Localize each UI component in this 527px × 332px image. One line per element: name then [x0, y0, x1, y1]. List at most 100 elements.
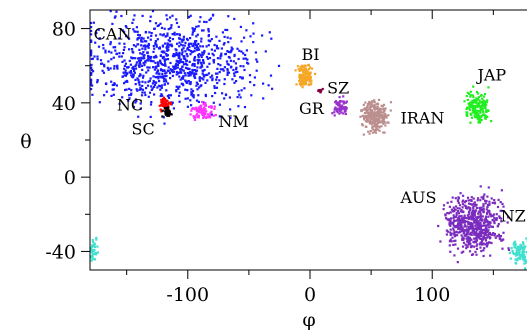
data-point: [335, 102, 338, 105]
data-point: [456, 234, 459, 237]
data-point: [384, 124, 387, 127]
data-point: [471, 253, 475, 256]
data-point: [110, 58, 113, 61]
data-point: [208, 18, 211, 22]
data-point: [197, 108, 200, 111]
data-point: [476, 106, 479, 109]
data-point: [489, 214, 493, 217]
data-point: [233, 72, 236, 75]
data-point: [171, 38, 174, 41]
data-point: [471, 105, 474, 108]
data-point: [223, 35, 226, 38]
data-point: [460, 209, 463, 212]
data-point: [239, 76, 242, 79]
data-point: [96, 79, 99, 82]
data-point: [502, 238, 505, 241]
data-point: [452, 243, 455, 246]
data-point: [223, 66, 226, 69]
data-point: [476, 92, 480, 95]
data-point: [245, 49, 248, 52]
data-point: [457, 223, 460, 226]
data-point: [468, 240, 471, 243]
data-point: [303, 81, 306, 84]
data-point: [157, 63, 160, 66]
data-point: [130, 74, 133, 77]
data-point: [512, 243, 515, 246]
data-point: [375, 119, 378, 123]
data-point: [309, 66, 312, 69]
data-point: [479, 211, 482, 214]
data-point: [483, 222, 486, 225]
data-point: [151, 10, 155, 13]
data-point: [522, 241, 525, 244]
data-point: [199, 54, 202, 57]
data-point: [101, 62, 104, 65]
data-point: [115, 52, 118, 55]
data-point: [473, 237, 476, 240]
data-point: [205, 110, 208, 113]
data-point: [376, 111, 379, 114]
data-point: [498, 216, 501, 219]
data-point: [229, 66, 233, 69]
data-point: [172, 70, 175, 74]
data-point: [90, 21, 93, 25]
data-point: [182, 39, 185, 42]
data-point: [482, 254, 485, 258]
data-point: [240, 89, 243, 92]
data-point: [474, 116, 477, 119]
data-point: [462, 241, 465, 244]
data-point: [479, 109, 482, 113]
data-point: [475, 233, 478, 236]
data-point: [303, 74, 306, 77]
data-point: [146, 84, 150, 87]
data-point: [471, 224, 474, 227]
data-point: [298, 73, 301, 76]
data-point: [120, 55, 123, 58]
data-point: [156, 86, 159, 89]
data-point: [90, 81, 93, 84]
data-point: [450, 240, 453, 243]
data-point: [466, 106, 469, 109]
data-point: [160, 100, 163, 104]
data-point: [123, 30, 126, 33]
data-point: [143, 40, 147, 43]
data-point: [137, 33, 140, 36]
data-point: [487, 215, 490, 218]
data-point: [471, 214, 475, 217]
data-point: [303, 69, 306, 72]
data-point: [484, 220, 487, 223]
data-point: [90, 246, 93, 249]
data-point: [165, 74, 168, 78]
data-point: [491, 233, 494, 236]
data-point: [476, 235, 479, 238]
data-point: [469, 90, 472, 93]
data-point: [167, 46, 170, 49]
data-point: [375, 123, 378, 126]
data-point: [202, 115, 205, 118]
data-point: [495, 218, 498, 222]
data-point: [160, 98, 163, 101]
data-point: [140, 44, 143, 47]
data-point: [125, 79, 128, 83]
data-point: [493, 199, 496, 202]
data-point: [343, 106, 346, 109]
data-point: [470, 196, 473, 199]
data-point: [482, 103, 485, 106]
data-point: [460, 251, 463, 254]
data-point: [482, 195, 485, 198]
data-point: [111, 22, 114, 25]
data-point: [469, 221, 472, 225]
data-point: [208, 115, 211, 118]
data-point: [93, 242, 96, 245]
data-point: [201, 53, 204, 56]
data-point: [442, 204, 446, 207]
data-point: [190, 72, 193, 75]
data-point: [502, 205, 505, 208]
data-point: [194, 40, 197, 43]
data-point: [132, 65, 135, 68]
data-point: [90, 68, 94, 72]
data-point: [366, 105, 369, 108]
data-point: [164, 100, 167, 103]
data-point: [378, 129, 381, 132]
